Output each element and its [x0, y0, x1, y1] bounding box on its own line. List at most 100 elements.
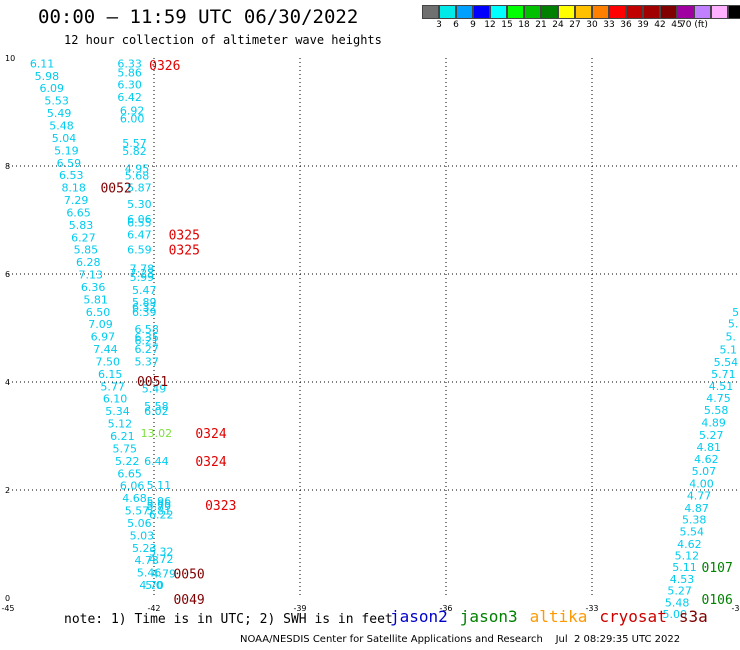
wave-height-label: 5.98	[35, 70, 60, 83]
legend-swatch	[660, 5, 677, 19]
wave-height-label: 13.02	[141, 427, 173, 440]
wave-height-label: 4.73	[134, 554, 159, 567]
wave-height-label: 6.00	[120, 112, 145, 125]
wave-height-label: 7.78	[130, 263, 155, 276]
wave-height-label: 5.22	[115, 455, 140, 468]
wave-height-label: 5.53	[44, 95, 69, 108]
wave-height-label: 5.86	[117, 67, 142, 80]
wave-height-label: 6.55	[127, 217, 152, 230]
wave-height-label: 6.33	[117, 57, 142, 70]
pass-time-label: 0325	[169, 244, 200, 259]
legend-tick-label: 33	[603, 20, 615, 30]
wave-height-label: 6.59	[57, 157, 82, 170]
legend-tick-label: 30	[586, 20, 598, 30]
legend-tick-label: 3	[436, 20, 442, 30]
wave-height-label: 4.79	[151, 568, 176, 581]
wave-height-label: 5.34	[105, 405, 130, 418]
wave-height-label: 5.03	[130, 529, 155, 542]
wave-height-label: 5	[732, 306, 739, 319]
legend-swatch	[456, 5, 473, 19]
legend-swatch	[728, 5, 740, 19]
wave-height-label: 4.95	[125, 163, 150, 176]
wave-height-label: 4.89	[701, 417, 726, 430]
wave-height-label: 4.77	[687, 489, 712, 502]
wave-height-label: 5.23	[132, 542, 157, 555]
satellite-name: jason3	[459, 607, 518, 626]
pass-time-label: 0107	[702, 561, 733, 576]
legend-tick-label: 45	[671, 20, 683, 30]
pass-time-label: 0106	[702, 593, 733, 608]
wave-height-label: 5.89	[132, 296, 157, 309]
wave-height-label: 6.44	[144, 455, 169, 468]
wave-height-label: 6.59	[127, 244, 152, 257]
satellite-name: jason2	[390, 607, 448, 626]
wave-height-label: 5.07	[692, 465, 717, 478]
wave-height-label: 6.11	[30, 57, 55, 70]
x-tick-label: -30	[731, 604, 740, 613]
wave-height-label: 5.85	[74, 244, 99, 257]
wave-height-label: 6.39	[132, 306, 157, 319]
legend-tick-label: 12	[484, 20, 496, 30]
legend-swatch	[626, 5, 643, 19]
wave-height-label: 5.11	[147, 479, 172, 492]
chart-subtitle: 12 hour collection of altimeter wave hei…	[64, 33, 382, 47]
legend-swatch	[711, 5, 728, 19]
wave-height-label: 6.02	[144, 405, 169, 418]
wave-height-label: 7.13	[78, 269, 103, 282]
x-tick-label: -42	[147, 604, 160, 613]
legend-tick-label: 70 (ft)	[680, 20, 708, 30]
legend-tick-label: 6	[453, 20, 459, 30]
wave-height-label: 6.09	[40, 82, 65, 95]
wave-height-label: 7.44	[93, 343, 118, 356]
wave-height-label: 5.75	[113, 442, 138, 455]
x-tick-label: -39	[293, 604, 306, 613]
wave-height-label: 6.42	[117, 91, 142, 104]
wave-height-label: 6.35	[134, 331, 159, 344]
wave-height-label: 5.48	[665, 596, 690, 609]
legend-swatch	[422, 5, 439, 19]
wave-height-label: 5.54	[680, 526, 705, 539]
wave-height-label: 6.36	[81, 281, 106, 294]
wave-height-label: 5.	[725, 331, 736, 344]
wave-height-label: 5.00	[662, 608, 687, 621]
credit-line: NOAA/NESDIS Center for Satellite Applica…	[240, 634, 681, 645]
wave-height-label: 7.50	[96, 355, 121, 368]
wave-height-label: 5.77	[100, 380, 125, 393]
legend-swatch	[609, 5, 626, 19]
wave-height-label: 6.06	[127, 213, 152, 226]
wave-height-label: 4.68	[122, 492, 147, 505]
legend-tick-label: 21	[535, 20, 547, 30]
wave-height-label: 4.51	[709, 380, 734, 393]
legend-tick-label: 18	[518, 20, 530, 30]
wave-height-label: 4.75	[706, 392, 731, 405]
pass-time-label: 0325	[169, 229, 200, 244]
legend-swatch	[592, 5, 609, 19]
wave-height-label: 7.09	[88, 318, 113, 331]
legend-swatch	[694, 5, 711, 19]
pass-time-label: 0324	[195, 455, 226, 470]
wave-height-label: 6.47	[127, 229, 152, 242]
satellite-name: s3a	[678, 607, 708, 626]
legend-tick-label: 36	[620, 20, 632, 30]
wave-height-label: 5.04	[52, 132, 77, 145]
wave-height-label: 5.38	[682, 514, 707, 527]
y-tick-label: 10	[5, 54, 15, 63]
wave-height-label: 6.27	[71, 231, 96, 244]
wave-height-label: 5.57	[125, 505, 150, 518]
wave-height-label: 5.37	[134, 355, 159, 368]
wave-height-label: 5.49	[142, 382, 167, 395]
wave-height-label: 5.54	[714, 356, 739, 369]
satellite-legend: jason2 jason3 altika cryosat s3a	[390, 607, 720, 626]
x-tick-label: -33	[585, 604, 598, 613]
wave-height-label: 5.11	[672, 561, 697, 574]
legend-swatch	[643, 5, 660, 19]
wave-height-label: 6.65	[66, 206, 91, 219]
wave-height-label: 5.1	[720, 344, 738, 357]
y-tick-label: 6	[5, 270, 10, 279]
legend-tick-label: 15	[501, 20, 513, 30]
wave-height-label: 4.00	[689, 478, 714, 491]
legend-tick-label: 9	[470, 20, 476, 30]
wave-height-label: 6.30	[117, 78, 142, 91]
wave-height-label: 5.83	[69, 219, 94, 232]
wave-height-label: 6.32	[132, 301, 157, 314]
